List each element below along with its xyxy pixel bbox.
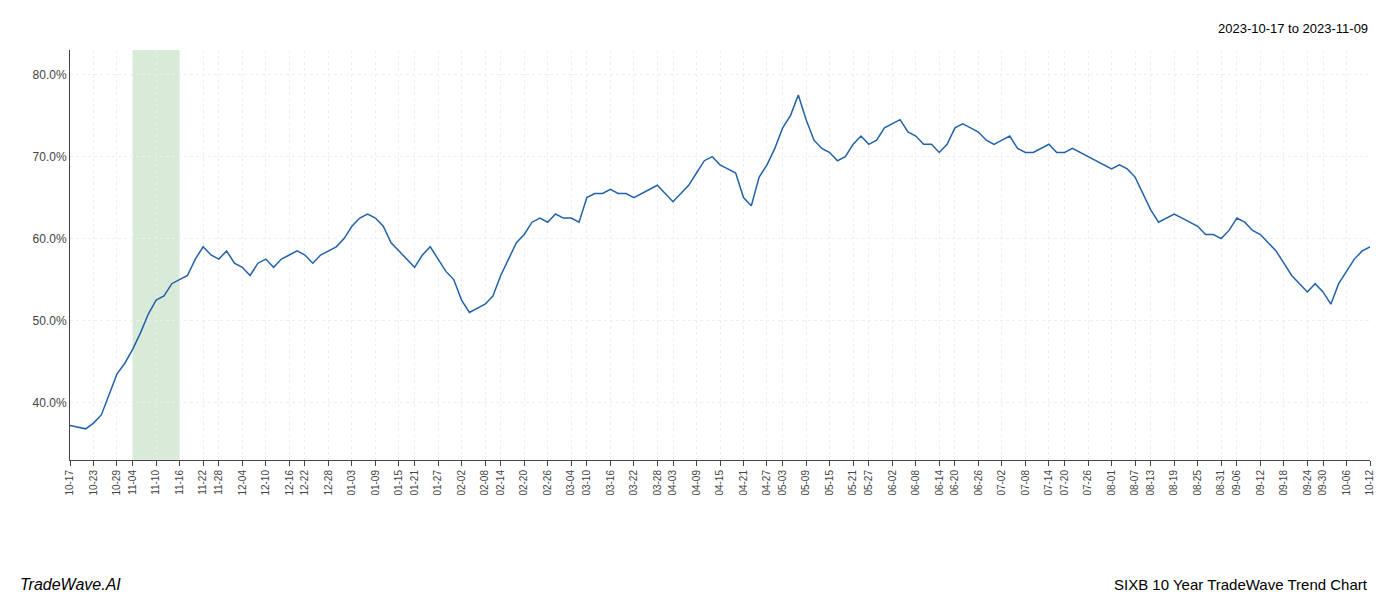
svg-text:08-07: 08-07 bbox=[1129, 470, 1140, 496]
svg-text:05-03: 05-03 bbox=[777, 470, 788, 496]
svg-text:05-27: 05-27 bbox=[863, 470, 874, 496]
svg-text:02-20: 02-20 bbox=[518, 470, 529, 496]
svg-text:01-15: 01-15 bbox=[393, 470, 404, 496]
svg-text:01-27: 01-27 bbox=[432, 470, 443, 496]
svg-text:TradeWave.AI: TradeWave.AI bbox=[20, 576, 121, 593]
svg-text:08-31: 08-31 bbox=[1215, 470, 1226, 496]
svg-text:03-16: 03-16 bbox=[605, 470, 616, 496]
svg-text:10-06: 10-06 bbox=[1341, 470, 1352, 496]
svg-text:02-02: 02-02 bbox=[456, 470, 467, 496]
svg-text:03-10: 03-10 bbox=[581, 470, 592, 496]
svg-text:06-02: 06-02 bbox=[887, 470, 898, 496]
svg-text:70.0%: 70.0% bbox=[33, 150, 67, 164]
svg-text:10-12: 10-12 bbox=[1364, 470, 1375, 496]
svg-text:08-19: 08-19 bbox=[1168, 470, 1179, 496]
svg-text:12-16: 12-16 bbox=[284, 470, 295, 496]
svg-text:40.0%: 40.0% bbox=[33, 396, 67, 410]
svg-text:04-03: 04-03 bbox=[667, 470, 678, 496]
svg-text:01-03: 01-03 bbox=[346, 470, 357, 496]
svg-text:12-28: 12-28 bbox=[323, 470, 334, 496]
svg-text:50.0%: 50.0% bbox=[33, 314, 67, 328]
svg-text:08-25: 08-25 bbox=[1192, 470, 1203, 496]
svg-text:11-04: 11-04 bbox=[127, 470, 138, 495]
svg-text:07-14: 07-14 bbox=[1043, 470, 1054, 496]
svg-text:10-17: 10-17 bbox=[64, 470, 75, 496]
svg-text:03-04: 03-04 bbox=[565, 470, 576, 496]
svg-text:12-04: 12-04 bbox=[237, 470, 248, 496]
svg-text:03-28: 03-28 bbox=[652, 470, 663, 496]
svg-text:04-09: 04-09 bbox=[691, 470, 702, 496]
svg-text:80.0%: 80.0% bbox=[33, 68, 67, 82]
svg-text:02-08: 02-08 bbox=[479, 470, 490, 496]
svg-text:2023-10-17 to 2023-11-09: 2023-10-17 to 2023-11-09 bbox=[1218, 21, 1368, 36]
svg-text:60.0%: 60.0% bbox=[33, 232, 67, 246]
svg-text:09-24: 09-24 bbox=[1302, 470, 1313, 496]
svg-text:SIXB 10 Year TradeWave Trend C: SIXB 10 Year TradeWave Trend Chart bbox=[1114, 576, 1368, 593]
svg-text:05-21: 05-21 bbox=[847, 470, 858, 496]
svg-text:05-15: 05-15 bbox=[824, 470, 835, 496]
svg-text:07-02: 07-02 bbox=[996, 470, 1007, 496]
svg-text:02-14: 02-14 bbox=[495, 470, 506, 496]
svg-text:11-16: 11-16 bbox=[174, 470, 185, 495]
svg-text:07-20: 07-20 bbox=[1059, 470, 1070, 496]
svg-text:06-26: 06-26 bbox=[973, 470, 984, 496]
svg-text:06-20: 06-20 bbox=[949, 470, 960, 496]
svg-text:09-12: 09-12 bbox=[1255, 470, 1266, 496]
svg-text:11-22: 11-22 bbox=[197, 470, 208, 495]
svg-text:04-15: 04-15 bbox=[714, 470, 725, 496]
svg-text:11-28: 11-28 bbox=[213, 470, 224, 495]
svg-text:01-09: 01-09 bbox=[370, 470, 381, 496]
svg-text:04-27: 04-27 bbox=[761, 470, 772, 496]
svg-text:12-22: 12-22 bbox=[299, 470, 310, 496]
svg-text:08-01: 08-01 bbox=[1106, 470, 1117, 496]
svg-text:09-18: 09-18 bbox=[1278, 470, 1289, 496]
svg-text:08-13: 08-13 bbox=[1145, 470, 1156, 496]
svg-text:09-06: 09-06 bbox=[1231, 470, 1242, 496]
svg-text:07-08: 07-08 bbox=[1020, 470, 1031, 496]
svg-text:12-10: 12-10 bbox=[260, 470, 271, 496]
svg-text:03-22: 03-22 bbox=[628, 470, 639, 496]
svg-text:09-30: 09-30 bbox=[1317, 470, 1328, 496]
svg-text:04-21: 04-21 bbox=[738, 470, 749, 496]
svg-text:01-21: 01-21 bbox=[409, 470, 420, 496]
svg-text:07-26: 07-26 bbox=[1082, 470, 1093, 496]
svg-text:11-10: 11-10 bbox=[150, 470, 161, 495]
svg-text:02-26: 02-26 bbox=[542, 470, 553, 496]
svg-text:05-09: 05-09 bbox=[800, 470, 811, 496]
svg-text:10-29: 10-29 bbox=[111, 470, 122, 496]
svg-text:10-23: 10-23 bbox=[88, 470, 99, 496]
svg-text:06-14: 06-14 bbox=[934, 470, 945, 496]
svg-text:06-08: 06-08 bbox=[910, 470, 921, 496]
